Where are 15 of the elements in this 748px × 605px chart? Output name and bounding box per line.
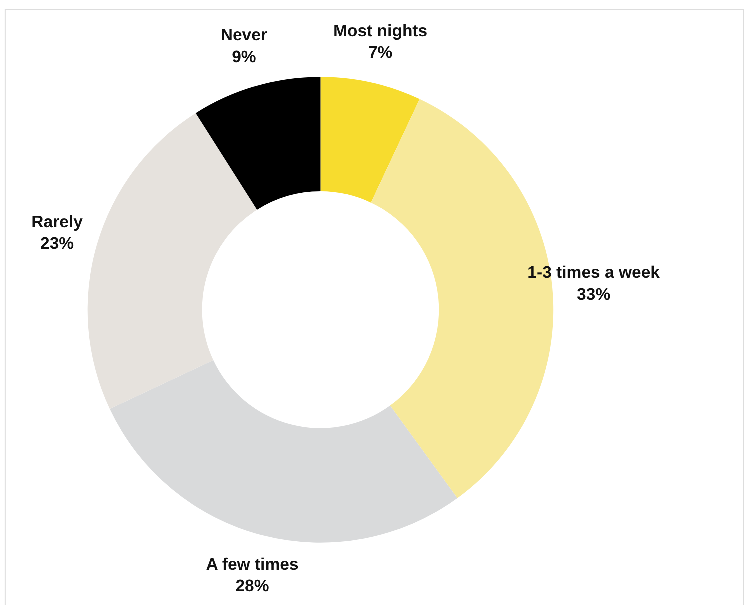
slice-label: Rarely (32, 212, 84, 232)
slice-label: Most nights (334, 21, 428, 40)
donut-slice (320, 77, 420, 203)
slice-label: A few times (206, 554, 299, 574)
slice-label: 1-3 times a week (528, 263, 661, 282)
donut-slice (196, 77, 321, 210)
donut-slice (88, 113, 258, 410)
slice-label: Never (220, 26, 268, 45)
donut-slice (371, 99, 554, 498)
data-label: 33% (577, 284, 611, 304)
data-label: 9% (232, 47, 256, 66)
data-label: 7% (368, 43, 393, 62)
donut-slice (110, 360, 458, 543)
data-label: 28% (236, 576, 270, 596)
data-label: 23% (40, 234, 74, 254)
